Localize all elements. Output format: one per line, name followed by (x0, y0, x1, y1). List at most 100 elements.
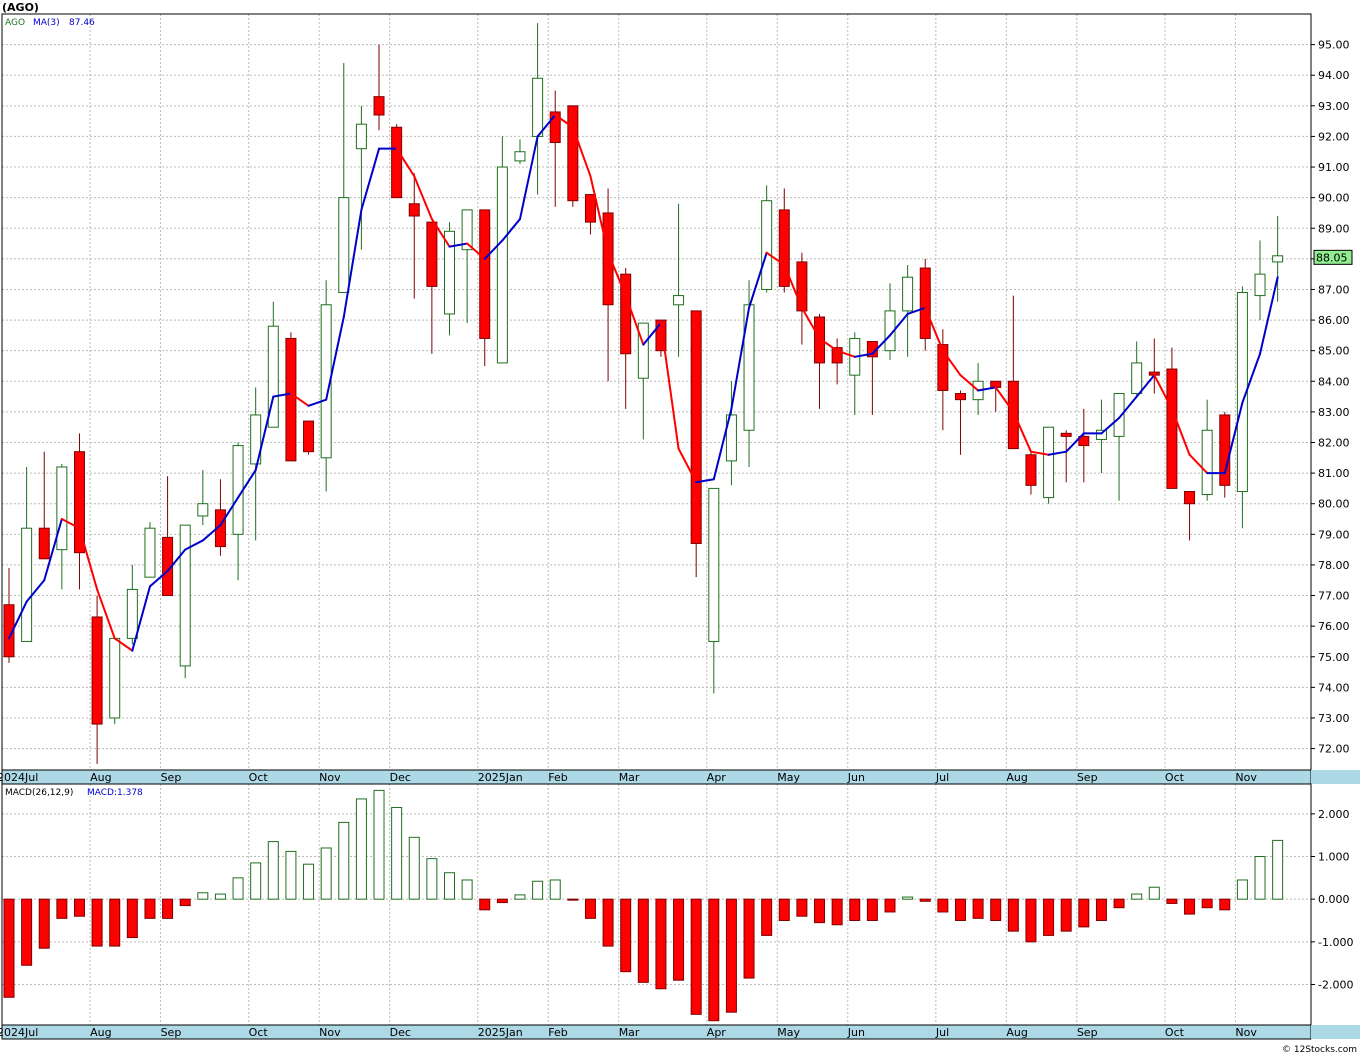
macd-bar-negative (990, 898, 1002, 921)
macd-bar-negative (144, 898, 156, 919)
macd-bar-negative (21, 898, 33, 966)
macd-bar-positive (303, 863, 315, 900)
ma-segment (765, 251, 786, 266)
price-date-label: May (777, 771, 800, 784)
ma-segment (642, 322, 662, 346)
macd-bar-positive (532, 880, 544, 900)
candle-down (1060, 432, 1072, 437)
candle-down (373, 96, 385, 116)
macd-bar-negative (584, 898, 596, 919)
price-y-tick-label: 91.00 (1318, 161, 1350, 174)
candle-up (1113, 393, 1125, 437)
price-date-label: Nov (1235, 771, 1257, 784)
candle-up (144, 527, 156, 578)
macd-date-label: Nov (1235, 1026, 1257, 1039)
macd-bar-negative (38, 898, 50, 949)
macd-bar-positive (373, 789, 385, 900)
macd-bar-negative (849, 898, 861, 921)
macd-bar-negative (937, 898, 949, 913)
macd-bar-negative (91, 898, 103, 947)
candle-up (444, 230, 455, 315)
macd-date-label: May (777, 1026, 800, 1039)
macd-bar-negative (3, 898, 15, 998)
candle-up (708, 487, 720, 642)
ma-segment (96, 588, 116, 640)
candle-down (73, 451, 85, 554)
ma-segment (554, 114, 574, 129)
candle-down (1025, 454, 1037, 486)
price-candles (3, 23, 1284, 764)
candle-up (637, 322, 649, 379)
candle-down (1166, 368, 1178, 489)
macd-bar-negative (56, 898, 68, 919)
chart-title: (AGO) (2, 1, 39, 14)
candle-down (408, 203, 420, 217)
candle-down (602, 212, 614, 306)
price-y-tick-label: 92.00 (1318, 130, 1350, 143)
price-y-tick-label: 79.00 (1318, 528, 1350, 541)
candle-down (1007, 380, 1019, 450)
ma-segment (131, 585, 151, 652)
price-y-tick-label: 94.00 (1318, 69, 1350, 82)
macd-value-label: MACD:1.378 (87, 788, 143, 798)
legend-ma-value: 87.46 (69, 18, 95, 28)
candle-up (179, 524, 191, 667)
ma-segment (1047, 450, 1068, 456)
ma-segment (571, 126, 592, 178)
price-date-label: Feb (548, 771, 567, 784)
macd-bar-negative (796, 898, 808, 917)
price-date-label: Sep (161, 771, 182, 784)
candle-up (109, 637, 121, 719)
candle-down (655, 319, 667, 352)
price-date-label: 2024Jul (0, 771, 38, 784)
ma-segment (289, 392, 310, 407)
ma-segment (871, 334, 891, 355)
ma-segment (977, 386, 997, 392)
macd-bar-negative (743, 898, 755, 979)
price-y-tick-label: 93.00 (1318, 100, 1350, 113)
ma-segment (501, 218, 521, 242)
price-y-tick-label: 77.00 (1318, 590, 1350, 603)
macd-y-tick-label: 0.000 (1318, 893, 1350, 906)
macd-bar-positive (549, 879, 561, 900)
macd-bar-positive (197, 892, 209, 900)
price-date-label: Oct (249, 771, 269, 784)
candle-up (1043, 426, 1055, 499)
candle-down (796, 261, 808, 312)
macd-bar-positive (1236, 879, 1248, 900)
price-date-label: Apr (707, 771, 727, 784)
ma-segment (430, 218, 451, 248)
macd-bar-negative (1219, 898, 1231, 911)
macd-bar-negative (126, 898, 138, 939)
macd-bar-negative (954, 898, 966, 921)
macd-bar-negative (602, 898, 614, 947)
candle-up (126, 588, 138, 639)
ma-segment (518, 135, 539, 221)
ma-segment (1223, 401, 1244, 475)
ma-segment (1029, 450, 1050, 456)
legend-symbol: AGO (5, 18, 25, 28)
candle-up (902, 276, 914, 312)
candle-up (496, 166, 508, 364)
ma-segment (853, 352, 874, 358)
macd-bar-negative (884, 898, 896, 913)
candle-up (1236, 292, 1248, 492)
price-date-label: Aug (1006, 771, 1027, 784)
candle-up (232, 445, 244, 535)
price-y-tick-label: 75.00 (1318, 651, 1350, 664)
ma-segment (113, 637, 134, 652)
macd-bar-negative (761, 898, 773, 936)
ma-segment (659, 322, 680, 450)
ma-segment (695, 478, 715, 484)
macd-date-label: 2025Jan (478, 1026, 523, 1039)
last-price-label: 88.05 (1316, 251, 1348, 264)
price-y-tick-label: 90.00 (1318, 192, 1350, 205)
ma-segment (836, 349, 856, 358)
macd-date-label: Dec (390, 1026, 411, 1039)
price-y-tick-label: 82.00 (1318, 437, 1350, 450)
candle-down (3, 604, 15, 658)
macd-bar-negative (831, 898, 843, 926)
candle-down (38, 527, 50, 560)
macd-bar-positive (408, 836, 420, 900)
macd-y-tick-label: 1.000 (1318, 851, 1350, 864)
